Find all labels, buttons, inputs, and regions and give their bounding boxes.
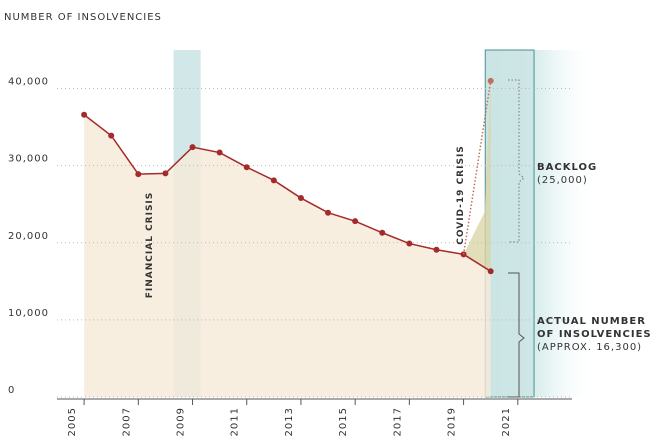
point xyxy=(108,132,115,139)
point xyxy=(81,111,88,118)
chart-title: NUMBER OF INSOLVENCIES xyxy=(4,12,162,23)
x-tick-label: 2021 xyxy=(501,407,512,436)
point xyxy=(487,268,494,275)
annotation: ACTUAL NUMBER xyxy=(537,316,646,327)
band xyxy=(484,49,535,398)
band-label: COVID-19 CRISIS xyxy=(456,145,466,245)
point xyxy=(406,240,413,247)
point xyxy=(352,218,359,225)
x-tick-label: 2019 xyxy=(447,407,458,436)
annotation: (APPROX. 16,300) xyxy=(537,342,642,353)
annotation: BACKLOG xyxy=(537,162,597,173)
point xyxy=(243,164,250,171)
y-tick-label: 30,000 xyxy=(8,154,49,165)
point xyxy=(162,170,169,177)
point xyxy=(487,77,494,84)
y-tick-label: 0 xyxy=(8,385,15,396)
line xyxy=(462,80,492,255)
point xyxy=(325,209,332,216)
point xyxy=(379,229,386,236)
x-tick-label: 2011 xyxy=(230,407,241,436)
x-tick-label: 2005 xyxy=(67,407,78,436)
annotation: (25,000) xyxy=(537,175,588,186)
point xyxy=(189,144,196,151)
point xyxy=(135,171,142,178)
line xyxy=(83,114,492,272)
bracket xyxy=(508,272,525,398)
x-tick-label: 2009 xyxy=(176,407,187,436)
band-label: FINANCIAL CRISIS xyxy=(145,192,155,299)
y-tick-label: 10,000 xyxy=(8,308,49,319)
point xyxy=(270,177,277,184)
bracket xyxy=(508,79,525,243)
backlog-area xyxy=(463,80,491,272)
x-tick-label: 2015 xyxy=(338,407,349,436)
point xyxy=(216,149,223,156)
x-tick-label: 2017 xyxy=(392,407,403,436)
y-tick-label: 20,000 xyxy=(8,231,49,242)
annotation: OF INSOLVENCIES xyxy=(537,329,650,340)
x-tick-label: 2013 xyxy=(284,407,295,436)
area xyxy=(84,114,491,398)
y-tick-label: 40,000 xyxy=(8,77,49,88)
point xyxy=(297,195,304,202)
x-tick-label: 2007 xyxy=(121,407,132,436)
point xyxy=(433,246,440,253)
